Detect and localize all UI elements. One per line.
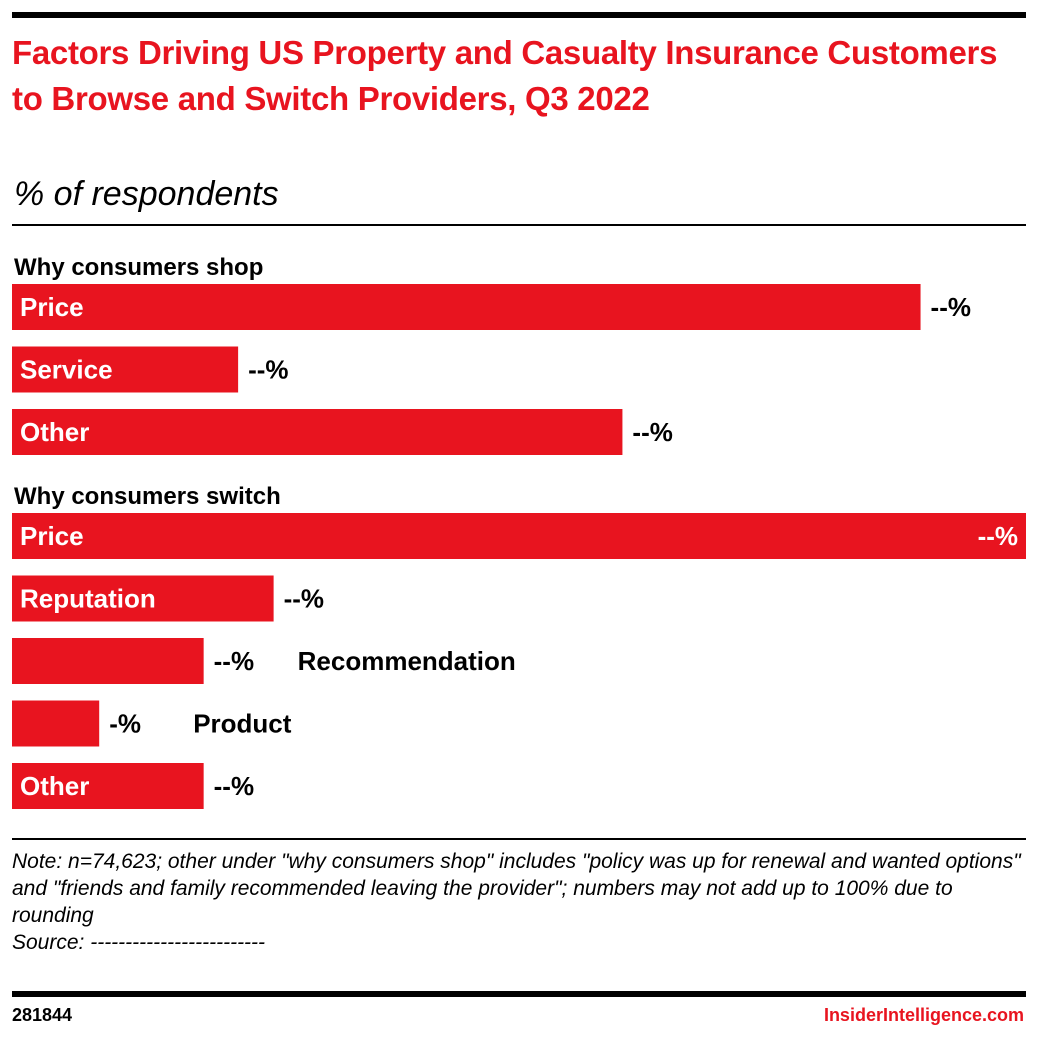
bar [12, 513, 1026, 559]
data-label: -% [109, 709, 141, 739]
bar [12, 409, 623, 455]
category-label: Price [20, 292, 84, 322]
bottom-rule [12, 991, 1026, 997]
source-text: Source: ------------------------- [12, 931, 266, 954]
header-divider [12, 224, 1026, 226]
category-label: Reputation [20, 584, 156, 614]
group-label: Why consumers shop [14, 254, 263, 281]
group-label: Why consumers switch [14, 483, 281, 510]
chart-footnote: Note: n=74,623; other under "why consume… [12, 848, 1024, 956]
bar-chart: Why consumers shop Price --% Service --% Othe… [12, 254, 1026, 809]
chart-id: 281844 [12, 1005, 73, 1025]
category-label: Other [20, 771, 89, 801]
category-label: Service [20, 355, 113, 385]
note-text: Note: n=74,623; other under "why consume… [12, 850, 1021, 927]
chart-subtitle: % of respondents [14, 175, 279, 213]
category-label: Product [193, 709, 292, 739]
bar [12, 763, 204, 809]
bar [12, 575, 274, 622]
bar [12, 346, 239, 393]
brand-logo-text: InsiderIntelligence.com [823, 1005, 1024, 1025]
data-label: --% [931, 292, 971, 322]
data-label: --% [284, 584, 324, 614]
bar [12, 638, 204, 684]
chart-title: Factors Driving US Property and Casualty… [12, 34, 998, 117]
bar [12, 284, 921, 330]
top-rule [12, 12, 1026, 18]
note-divider [12, 838, 1026, 840]
data-label: --% [214, 646, 254, 676]
category-label: Price [20, 521, 84, 551]
data-label: --% [632, 417, 672, 447]
data-label: --% [978, 521, 1018, 551]
category-label: Recommendation [298, 646, 516, 676]
data-label: --% [214, 771, 254, 801]
bar [12, 700, 100, 747]
category-label: Other [20, 417, 89, 447]
data-label: --% [248, 355, 288, 385]
